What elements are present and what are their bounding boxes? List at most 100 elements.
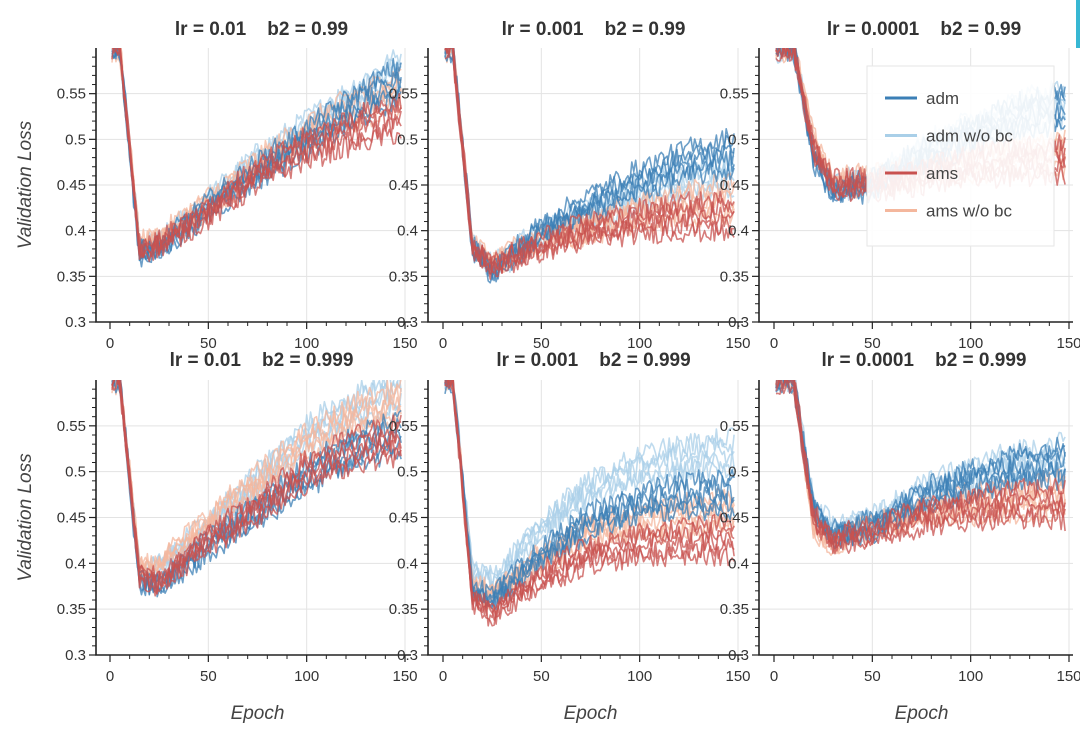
x-axis-label: Epoch	[231, 703, 285, 724]
series-line-adm_wo_bc-run-3	[114, 48, 402, 260]
series-line-adm-run-2	[445, 48, 735, 281]
y-tick-label: 0.4	[397, 555, 418, 572]
y-tick-label: 0.4	[65, 555, 86, 572]
x-tick-label: 50	[533, 335, 550, 352]
x-tick-label: 100	[627, 335, 652, 352]
y-axis-label: Validation Loss	[15, 120, 36, 249]
x-tick-label: 100	[627, 668, 652, 685]
x-tick-label: 50	[864, 335, 881, 352]
y-tick-label: 0.3	[728, 314, 749, 331]
chart-panel-6: 0.3 0.35 0.4 0.45 0.5 0.55 0 50 100 150 lr = 0.000…	[720, 350, 1080, 724]
series-line-ams_wo_bc-run-5	[119, 380, 402, 575]
y-tick-label: 0.35	[57, 601, 86, 618]
y-tick-label: 0.35	[720, 268, 749, 285]
x-tick-label: 150	[725, 335, 750, 352]
y-tick-label: 0.3	[397, 314, 418, 331]
x-tick-label: 0	[106, 668, 114, 685]
y-tick-label: 0.45	[720, 510, 749, 527]
chart-panel-5: 0.3 0.35 0.4 0.45 0.5 0.55 0 50 100 150 lr = 0.001…	[389, 350, 751, 724]
x-tick-label: 150	[1056, 668, 1080, 685]
y-tick-label: 0.35	[389, 268, 418, 285]
series-line-ams-run-5	[111, 380, 402, 587]
series-line-adm-run-1	[444, 50, 735, 284]
x-tick-label: 0	[439, 335, 447, 352]
panel-title: lr = 0.01 b2 = 0.999	[170, 350, 354, 371]
y-tick-label: 0.55	[720, 86, 749, 103]
y-tick-label: 0.55	[57, 86, 86, 103]
panel-title: lr = 0.01 b2 = 0.99	[175, 19, 348, 40]
series-line-ams-run-1	[111, 380, 402, 597]
legend-label-ams: ams	[926, 164, 958, 183]
x-tick-label: 0	[106, 335, 114, 352]
x-tick-label: 50	[200, 668, 217, 685]
y-tick-label: 0.55	[720, 418, 749, 435]
series-line-adm-run-3	[111, 48, 402, 261]
x-axis-label: Epoch	[895, 703, 949, 724]
x-tick-label: 100	[294, 335, 319, 352]
y-tick-label: 0.45	[57, 510, 86, 527]
x-tick-label: 150	[725, 668, 750, 685]
x-tick-label: 0	[770, 335, 778, 352]
x-tick-label: 0	[439, 668, 447, 685]
y-tick-label: 0.5	[397, 131, 418, 148]
y-tick-label: 0.55	[389, 418, 418, 435]
y-tick-label: 0.5	[65, 131, 86, 148]
window-edge-accent	[1076, 0, 1080, 48]
x-tick-label: 100	[958, 668, 983, 685]
series-line-ams-run-2	[775, 380, 1066, 555]
y-tick-label: 0.5	[397, 464, 418, 481]
legend-label-adm_wo_bc: adm w/o bc	[926, 127, 1013, 146]
x-tick-label: 150	[392, 335, 417, 352]
series-line-ams-run-4	[444, 48, 735, 275]
x-tick-label: 50	[533, 668, 550, 685]
y-tick-label: 0.45	[720, 177, 749, 194]
legend-box	[866, 65, 1055, 247]
panel-title: lr = 0.001 b2 = 0.99	[502, 19, 686, 40]
y-axis-label: Validation Loss	[15, 453, 36, 582]
legend-label-adm: adm	[926, 89, 959, 108]
series-line-adm-run-3	[444, 48, 735, 282]
chart-panel-1: 0.3 0.35 0.4 0.45 0.5 0.55 0 50 100 150 lr = 0.01 …	[15, 19, 418, 352]
series-line-ams-run-5	[449, 380, 735, 617]
series-line-ams-run-5	[445, 48, 735, 266]
y-tick-label: 0.35	[389, 601, 418, 618]
chart-panel-2: 0.3 0.35 0.4 0.45 0.5 0.55 0 50 100 150 lr = 0.001…	[389, 19, 751, 352]
series-line-adm_wo_bc-run-5	[444, 380, 735, 583]
y-tick-label: 0.5	[65, 464, 86, 481]
y-tick-label: 0.3	[728, 647, 749, 664]
x-tick-label: 100	[294, 668, 319, 685]
series-line-adm-run-1	[111, 380, 402, 596]
x-tick-label: 100	[958, 335, 983, 352]
y-tick-label: 0.35	[720, 601, 749, 618]
x-tick-label: 150	[392, 668, 417, 685]
panel-title: lr = 0.0001 b2 = 0.999	[822, 350, 1027, 371]
y-tick-label: 0.3	[397, 647, 418, 664]
y-tick-label: 0.3	[65, 314, 86, 331]
legend-label-ams_wo_bc: ams w/o bc	[926, 202, 1012, 221]
x-tick-label: 50	[200, 335, 217, 352]
x-tick-label: 150	[1056, 335, 1080, 352]
series-line-ams-run-1	[444, 48, 735, 280]
y-tick-label: 0.4	[65, 223, 86, 240]
y-tick-label: 0.3	[65, 647, 86, 664]
series-line-adm-run-5	[114, 48, 402, 259]
series-line-ams-run-5	[118, 48, 402, 254]
y-tick-label: 0.45	[389, 177, 418, 194]
x-axis-label: Epoch	[564, 703, 618, 724]
series-line-adm-run-5	[444, 380, 735, 602]
series-line-ams-run-2	[444, 380, 735, 627]
y-tick-label: 0.4	[728, 223, 749, 240]
series-line-adm-run-5	[777, 380, 1066, 536]
y-tick-label: 0.55	[389, 86, 418, 103]
y-tick-label: 0.55	[57, 418, 86, 435]
panel-title: lr = 0.0001 b2 = 0.99	[827, 19, 1021, 40]
series-line-ams_wo_bc-run-2	[111, 48, 402, 255]
panel-title: lr = 0.001 b2 = 0.999	[496, 350, 690, 371]
y-tick-label: 0.35	[57, 268, 86, 285]
y-tick-label: 0.4	[728, 555, 749, 572]
chart-panel-4: 0.3 0.35 0.4 0.45 0.5 0.55 0 50 100 150 lr = 0.01 …	[15, 350, 418, 724]
y-tick-label: 0.4	[397, 223, 418, 240]
x-tick-label: 0	[770, 668, 778, 685]
y-tick-label: 0.45	[57, 177, 86, 194]
